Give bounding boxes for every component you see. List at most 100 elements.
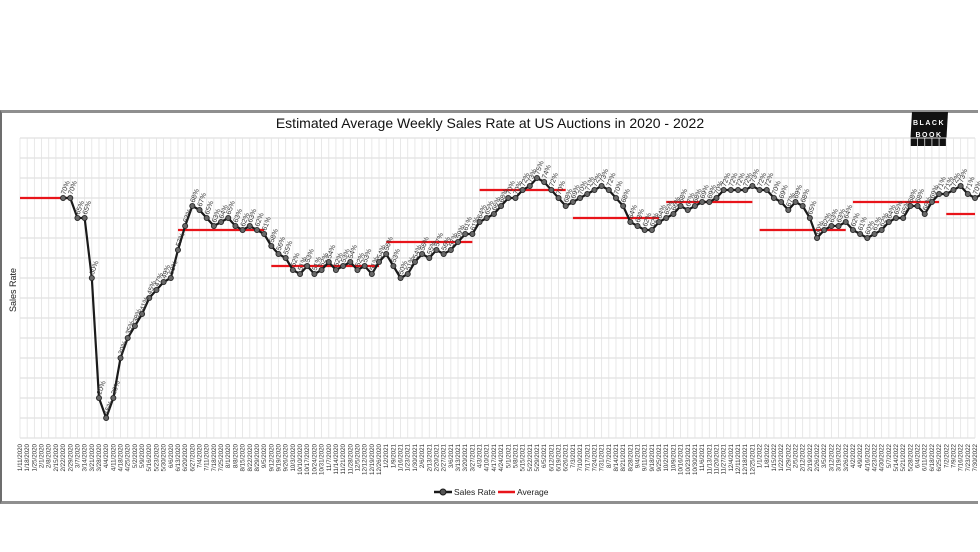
data-label: 71% bbox=[585, 176, 596, 192]
sales-rate-point bbox=[318, 266, 325, 273]
data-label: 70% bbox=[506, 180, 517, 196]
sales-rate-point bbox=[943, 190, 950, 197]
data-label: 62% bbox=[879, 212, 890, 228]
sales-rate-point bbox=[849, 226, 856, 233]
data-label: 69% bbox=[929, 184, 940, 200]
data-label: 64% bbox=[477, 204, 488, 220]
x-tick-label: 7/3/2021 bbox=[570, 443, 577, 468]
x-tick-label: 3/5/2022 bbox=[821, 443, 828, 468]
sales-rate-point bbox=[691, 202, 698, 209]
data-label: 50% bbox=[168, 260, 179, 276]
x-tick-label: 12/26/2020 bbox=[376, 443, 383, 475]
x-tick-label: 4/11/2020 bbox=[110, 443, 117, 471]
x-tick-label: 6/13/2020 bbox=[175, 443, 182, 471]
data-label: 62% bbox=[822, 212, 833, 228]
data-label: 35% bbox=[125, 320, 136, 336]
sales-rate-point bbox=[189, 202, 196, 209]
data-label: 15% bbox=[103, 400, 114, 416]
sales-rate-point bbox=[720, 186, 727, 193]
x-tick-label: 3/28/2020 bbox=[96, 443, 103, 471]
sales-rate-point bbox=[634, 222, 641, 229]
sales-rate-point bbox=[778, 198, 785, 205]
x-tick-label: 5/2/2020 bbox=[132, 443, 139, 468]
data-label: 75% bbox=[534, 160, 545, 176]
x-tick-label: 9/11/2021 bbox=[642, 443, 649, 471]
sales-rate-point bbox=[239, 226, 246, 233]
x-tick-label: 7/2/2022 bbox=[943, 443, 950, 468]
x-tick-label: 3/20/2021 bbox=[462, 443, 469, 471]
x-tick-label: 7/16/2022 bbox=[958, 443, 965, 471]
sales-rate-point bbox=[210, 222, 217, 229]
x-tick-label: 9/26/2020 bbox=[283, 443, 290, 471]
data-label: 64% bbox=[628, 204, 639, 220]
x-tick-label: 10/24/2020 bbox=[311, 443, 318, 475]
sales-rate-point bbox=[203, 214, 210, 221]
sales-rate-point bbox=[964, 190, 971, 197]
data-label: 54% bbox=[326, 244, 337, 260]
sales-rate-point bbox=[627, 218, 634, 225]
data-label: 57% bbox=[434, 232, 445, 248]
x-tick-label: 10/2/2021 bbox=[663, 443, 670, 471]
data-label: 64% bbox=[218, 204, 229, 220]
x-tick-label: 2/5/2022 bbox=[792, 443, 799, 468]
x-tick-label: 3/19/2022 bbox=[836, 443, 843, 471]
sales-rate-point bbox=[526, 182, 533, 189]
data-label: 69% bbox=[570, 184, 581, 200]
sales-rate-point bbox=[907, 202, 914, 209]
data-label: 50% bbox=[89, 260, 100, 276]
sales-rate-point bbox=[893, 214, 900, 221]
data-label: 70% bbox=[68, 180, 79, 196]
data-label: 70% bbox=[513, 180, 524, 196]
x-tick-label: 7/4/2020 bbox=[197, 443, 204, 468]
data-label: 65% bbox=[893, 200, 904, 216]
data-label: 69% bbox=[707, 184, 718, 200]
sales-rate-point bbox=[332, 266, 339, 273]
data-label: 70% bbox=[714, 180, 725, 196]
sales-rate-point bbox=[835, 222, 842, 229]
data-label: 52% bbox=[355, 252, 366, 268]
sales-rate-point bbox=[433, 246, 440, 253]
x-tick-label: 9/12/2020 bbox=[268, 443, 275, 471]
data-label: 73% bbox=[599, 168, 610, 184]
data-label: 65% bbox=[484, 200, 495, 216]
y-axis-label: Sales Rate bbox=[8, 268, 18, 312]
x-tick-label: 6/11/2022 bbox=[922, 443, 929, 471]
sales-rate-point bbox=[124, 334, 131, 341]
sales-rate-point bbox=[727, 186, 734, 193]
x-tick-label: 10/23/2021 bbox=[685, 443, 692, 475]
x-tick-label: 8/8/2020 bbox=[232, 443, 239, 468]
x-tick-label: 10/17/2020 bbox=[304, 443, 311, 475]
data-label: 20% bbox=[111, 380, 122, 396]
sales-rate-point bbox=[404, 270, 411, 277]
sales-rate-point bbox=[591, 186, 598, 193]
x-tick-label: 11/13/2021 bbox=[706, 443, 713, 474]
sales-rate-point bbox=[821, 226, 828, 233]
logo-line2: BOOK bbox=[916, 132, 943, 139]
data-label: 61% bbox=[261, 216, 272, 232]
sales-rate-point bbox=[146, 294, 153, 301]
x-tick-label: 2/19/2022 bbox=[807, 443, 814, 471]
data-label: 72% bbox=[549, 172, 560, 188]
data-label: 72% bbox=[606, 172, 617, 188]
data-label: 70% bbox=[972, 180, 980, 196]
sales-rate-point bbox=[519, 186, 526, 193]
sales-rate-point bbox=[483, 214, 490, 221]
data-label: 62% bbox=[649, 212, 660, 228]
data-label: 64% bbox=[886, 204, 897, 220]
x-tick-label: 8/28/2021 bbox=[627, 443, 634, 471]
x-tick-label: 6/5/2021 bbox=[541, 443, 548, 468]
data-label: 49% bbox=[161, 264, 172, 280]
sales-rate-point bbox=[67, 194, 74, 201]
data-label: 70% bbox=[613, 180, 624, 196]
x-tick-label: 11/6/2021 bbox=[699, 443, 706, 471]
sales-rate-point bbox=[253, 226, 260, 233]
sales-rate-point bbox=[81, 214, 88, 221]
x-tick-label: 4/30/2022 bbox=[879, 443, 886, 471]
sales-rate-point bbox=[785, 206, 792, 213]
data-label: 20% bbox=[96, 380, 107, 396]
x-tick-label: 1/9/2021 bbox=[390, 443, 397, 468]
data-label: 62% bbox=[642, 212, 653, 228]
sales-rate-point bbox=[756, 186, 763, 193]
x-tick-label: 5/9/2020 bbox=[139, 443, 146, 468]
